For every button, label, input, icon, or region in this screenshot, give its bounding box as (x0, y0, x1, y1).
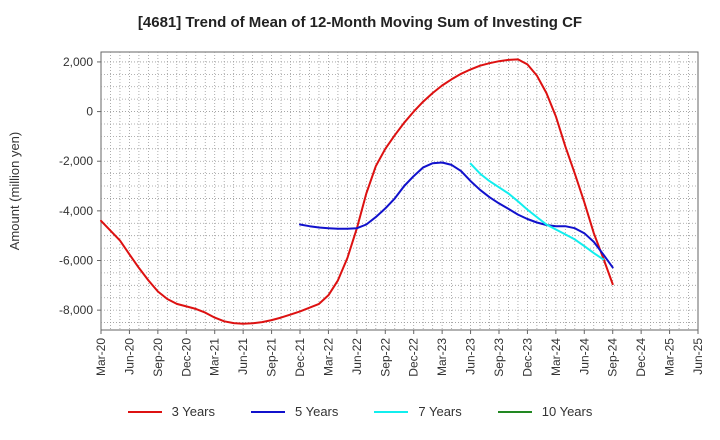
legend-swatch-7-years (374, 410, 409, 413)
x-tick-label: Jun-22 (350, 338, 364, 375)
x-tick-label: Jun-20 (122, 338, 136, 375)
x-tick-label: Mar-23 (435, 338, 449, 376)
y-tick-label: 0 (86, 105, 93, 119)
legend: 3 Years 5 Years 7 Years 10 Years (0, 404, 720, 419)
legend-item-10-years: 10 Years (497, 404, 593, 419)
x-tick-label: Sep-20 (151, 338, 165, 377)
y-tick-label: -4,000 (59, 204, 93, 218)
x-tick-label: Sep-21 (265, 338, 279, 377)
y-tick-label: -2,000 (59, 154, 93, 168)
legend-item-7-years: 7 Years (374, 404, 462, 419)
legend-label-5-years: 5 Years (295, 404, 339, 419)
legend-label-10-years: 10 Years (541, 404, 593, 419)
chart-title: [4681] Trend of Mean of 12-Month Moving … (137, 14, 583, 31)
y-tick-label: -8,000 (59, 303, 93, 317)
x-tick-label: Dec-22 (407, 338, 421, 377)
y-axis-label: Amount (million yen) (7, 132, 22, 251)
x-tick-label: Mar-25 (663, 338, 677, 376)
x-tick-label: Jun-24 (577, 338, 591, 375)
legend-label-3-years: 3 Years (171, 404, 215, 419)
x-tick-label: Mar-24 (549, 338, 563, 376)
legend-swatch-3-years (127, 410, 162, 413)
y-tick-label: 2,000 (63, 55, 93, 69)
legend-item-5-years: 5 Years (251, 404, 338, 419)
legend-label-7-years: 7 Years (418, 404, 462, 419)
x-tick-label: Sep-24 (606, 338, 620, 377)
plot-area (100, 51, 699, 331)
x-tick-label: Mar-21 (208, 338, 222, 376)
x-tick-label: Dec-24 (634, 338, 648, 377)
legend-item-3-years: 3 Years (127, 404, 215, 419)
x-tick-label: Dec-20 (179, 338, 193, 377)
series-layer (100, 58, 614, 325)
axis-layer: 2,000 0 -2,000 -4,000 -6,000 -8,000 Mar-20 Jun-… (7, 55, 705, 377)
x-tick-label: Mar-20 (94, 338, 108, 376)
x-tick-label: Mar-22 (321, 338, 335, 376)
legend-swatch-10-years (497, 410, 532, 413)
x-tick-label: Dec-21 (293, 338, 307, 377)
x-tick-label: Jun-25 (691, 338, 705, 375)
x-tick-label: Dec-23 (520, 338, 534, 377)
series-line-5-years (299, 161, 614, 269)
x-tick-label: Jun-21 (236, 338, 250, 375)
series-line-7-years (469, 162, 605, 261)
legend-swatch-5-years (251, 410, 285, 413)
x-tick-label: Sep-22 (378, 338, 392, 377)
x-tick-label: Sep-23 (492, 338, 506, 377)
x-tick-label: Jun-23 (464, 338, 478, 375)
y-tick-label: -6,000 (59, 254, 93, 268)
